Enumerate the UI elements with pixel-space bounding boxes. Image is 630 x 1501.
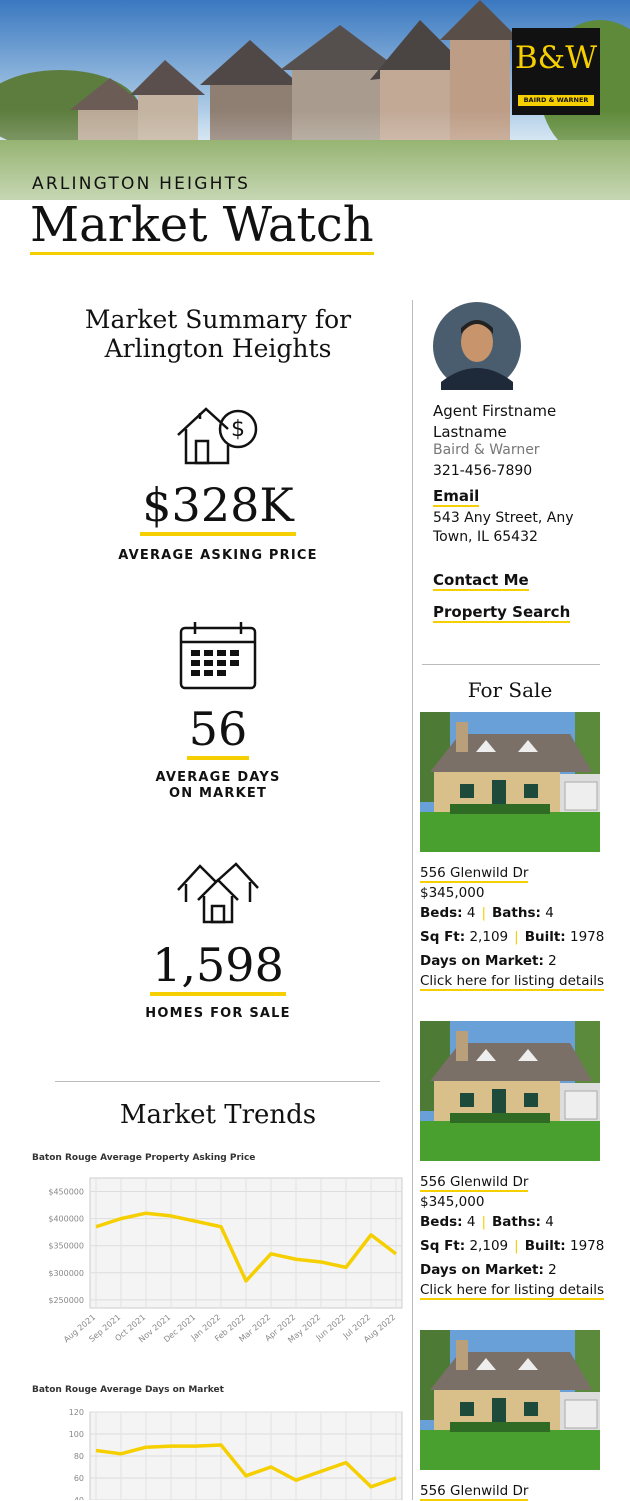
listing-field-value: 4: [466, 1214, 476, 1230]
stat-value-text: 1,598: [150, 938, 286, 996]
listing-photo-image: [420, 1021, 600, 1161]
chart: Baton Rouge Average Days on Market 40 60 80…: [32, 1385, 403, 1500]
listing-field-label: Days on Market:: [420, 953, 544, 969]
agent-photo: [433, 302, 521, 390]
stat-value-text: 56: [186, 702, 250, 760]
agent-name: Agent Firstname Lastname: [433, 402, 557, 441]
stat-label: AVERAGE ASKING PRICE: [118, 548, 318, 563]
listing-field-label: Beds:: [420, 1214, 463, 1230]
listing-row: Beds: 4 | Baths: 4: [420, 905, 554, 921]
listing-price: $345,000: [420, 1194, 485, 1210]
y-tick-label: $400000: [48, 1215, 84, 1224]
y-tick-label: 80: [74, 1452, 84, 1461]
stat-value-text: $328K: [140, 478, 296, 536]
listing-link[interactable]: Click here for listing details: [420, 1282, 604, 1300]
logo: B&W BAIRD & WARNER: [512, 28, 600, 115]
agent-phone: 321-456-7890: [433, 463, 533, 479]
listing-field-label: Baths:: [492, 1214, 541, 1230]
stat-label: AVERAGE DAYS ON MARKET: [155, 770, 281, 801]
listing-field-label: Built:: [524, 1238, 566, 1254]
y-tick-label: 100: [69, 1430, 84, 1439]
summary-title: Market Summary for Arlington Heights: [84, 305, 352, 363]
listing-field-label: Sq Ft:: [420, 1238, 466, 1254]
header-title: Market Watch: [30, 197, 374, 255]
divider: [55, 1081, 380, 1082]
listing-field-value: 1978: [570, 1238, 605, 1254]
divider: [422, 664, 600, 665]
listing-row: Beds: 4 | Baths: 4: [420, 1214, 554, 1230]
y-tick-label: $250000: [48, 1296, 84, 1305]
listing-field-value: 4: [545, 905, 554, 921]
listing-price: $345,000: [420, 885, 485, 901]
listing-link[interactable]: Click here for listing details: [420, 973, 604, 991]
y-tick-label: $350000: [48, 1242, 84, 1251]
y-tick-label: $300000: [48, 1269, 84, 1278]
chart-title: Baton Rouge Average Property Asking Pric…: [32, 1153, 255, 1163]
listing-photo[interactable]: [420, 1021, 600, 1161]
price-icon: $: [177, 407, 258, 465]
stat-value: 56: [0, 702, 436, 760]
listing-row: Sq Ft: 2,109 | Built: 1978: [420, 1238, 604, 1254]
listing-field-value: 2: [548, 953, 557, 969]
chart-title: Baton Rouge Average Days on Market: [32, 1385, 225, 1395]
column-divider: [412, 300, 413, 1500]
listing-field-label: Baths:: [492, 905, 541, 921]
agent-email[interactable]: Email: [433, 487, 480, 507]
listing-row: Days on Market: 2: [420, 953, 557, 969]
homes-icon: [177, 862, 259, 924]
listing-field-label: Beds:: [420, 905, 463, 921]
agent-company: Baird & Warner: [433, 442, 540, 458]
separator: |: [481, 905, 486, 921]
listing-field-value: 4: [466, 905, 476, 921]
listing-address[interactable]: 556 Glenwild Dr: [420, 1483, 529, 1501]
chart: Baton Rouge Average Property Asking Pric…: [32, 1153, 403, 1345]
listing-photo[interactable]: [420, 1330, 600, 1470]
listing-photo[interactable]: [420, 712, 600, 852]
stat-label: HOMES FOR SALE: [145, 1006, 291, 1021]
for-sale-title: For Sale: [467, 678, 553, 702]
trends-title: Market Trends: [119, 1100, 317, 1130]
listing-address[interactable]: 556 Glenwild Dr: [420, 865, 529, 883]
separator: |: [481, 1214, 486, 1230]
search-link[interactable]: Property Search: [433, 603, 571, 623]
logo-subtext: BAIRD & WARNER: [518, 95, 594, 106]
line: [95, 1211, 398, 1283]
y-tick-label: 40: [74, 1496, 84, 1500]
listing-field-value: 2,109: [469, 1238, 509, 1254]
line: [95, 1443, 397, 1489]
listing-field-value: 2,109: [469, 929, 509, 945]
y-tick-label: 60: [74, 1474, 84, 1483]
listing-field-value: 2: [548, 1262, 557, 1278]
listing-row: Sq Ft: 2,109 | Built: 1978: [420, 929, 604, 945]
listing-field-label: Built:: [524, 929, 566, 945]
header-subtitle: ARLINGTON HEIGHTS: [32, 174, 251, 194]
stat-value: 1,598: [0, 938, 436, 996]
listing-row: Days on Market: 2: [420, 1262, 557, 1278]
listing-photo-image: [420, 712, 600, 852]
stat-value: $328K: [0, 478, 436, 536]
listing-field-label: Days on Market:: [420, 1262, 544, 1278]
listing-field-value: 4: [545, 1214, 554, 1230]
separator: |: [514, 1238, 519, 1254]
svg-text:$: $: [231, 417, 245, 442]
separator: |: [514, 929, 519, 945]
listing-photo-image: [420, 1330, 600, 1470]
listing-field-value: 1978: [570, 929, 605, 945]
logo-text: B&W: [514, 40, 598, 76]
y-tick-label: $450000: [48, 1188, 84, 1197]
listing-field-label: Sq Ft:: [420, 929, 466, 945]
contact-link[interactable]: Contact Me: [433, 571, 529, 591]
y-tick-label: 120: [69, 1408, 84, 1417]
agent-address: 543 Any Street, Any Town, IL 65432: [433, 510, 574, 545]
calendar-icon: [179, 622, 257, 690]
listing-address[interactable]: 556 Glenwild Dr: [420, 1174, 529, 1192]
